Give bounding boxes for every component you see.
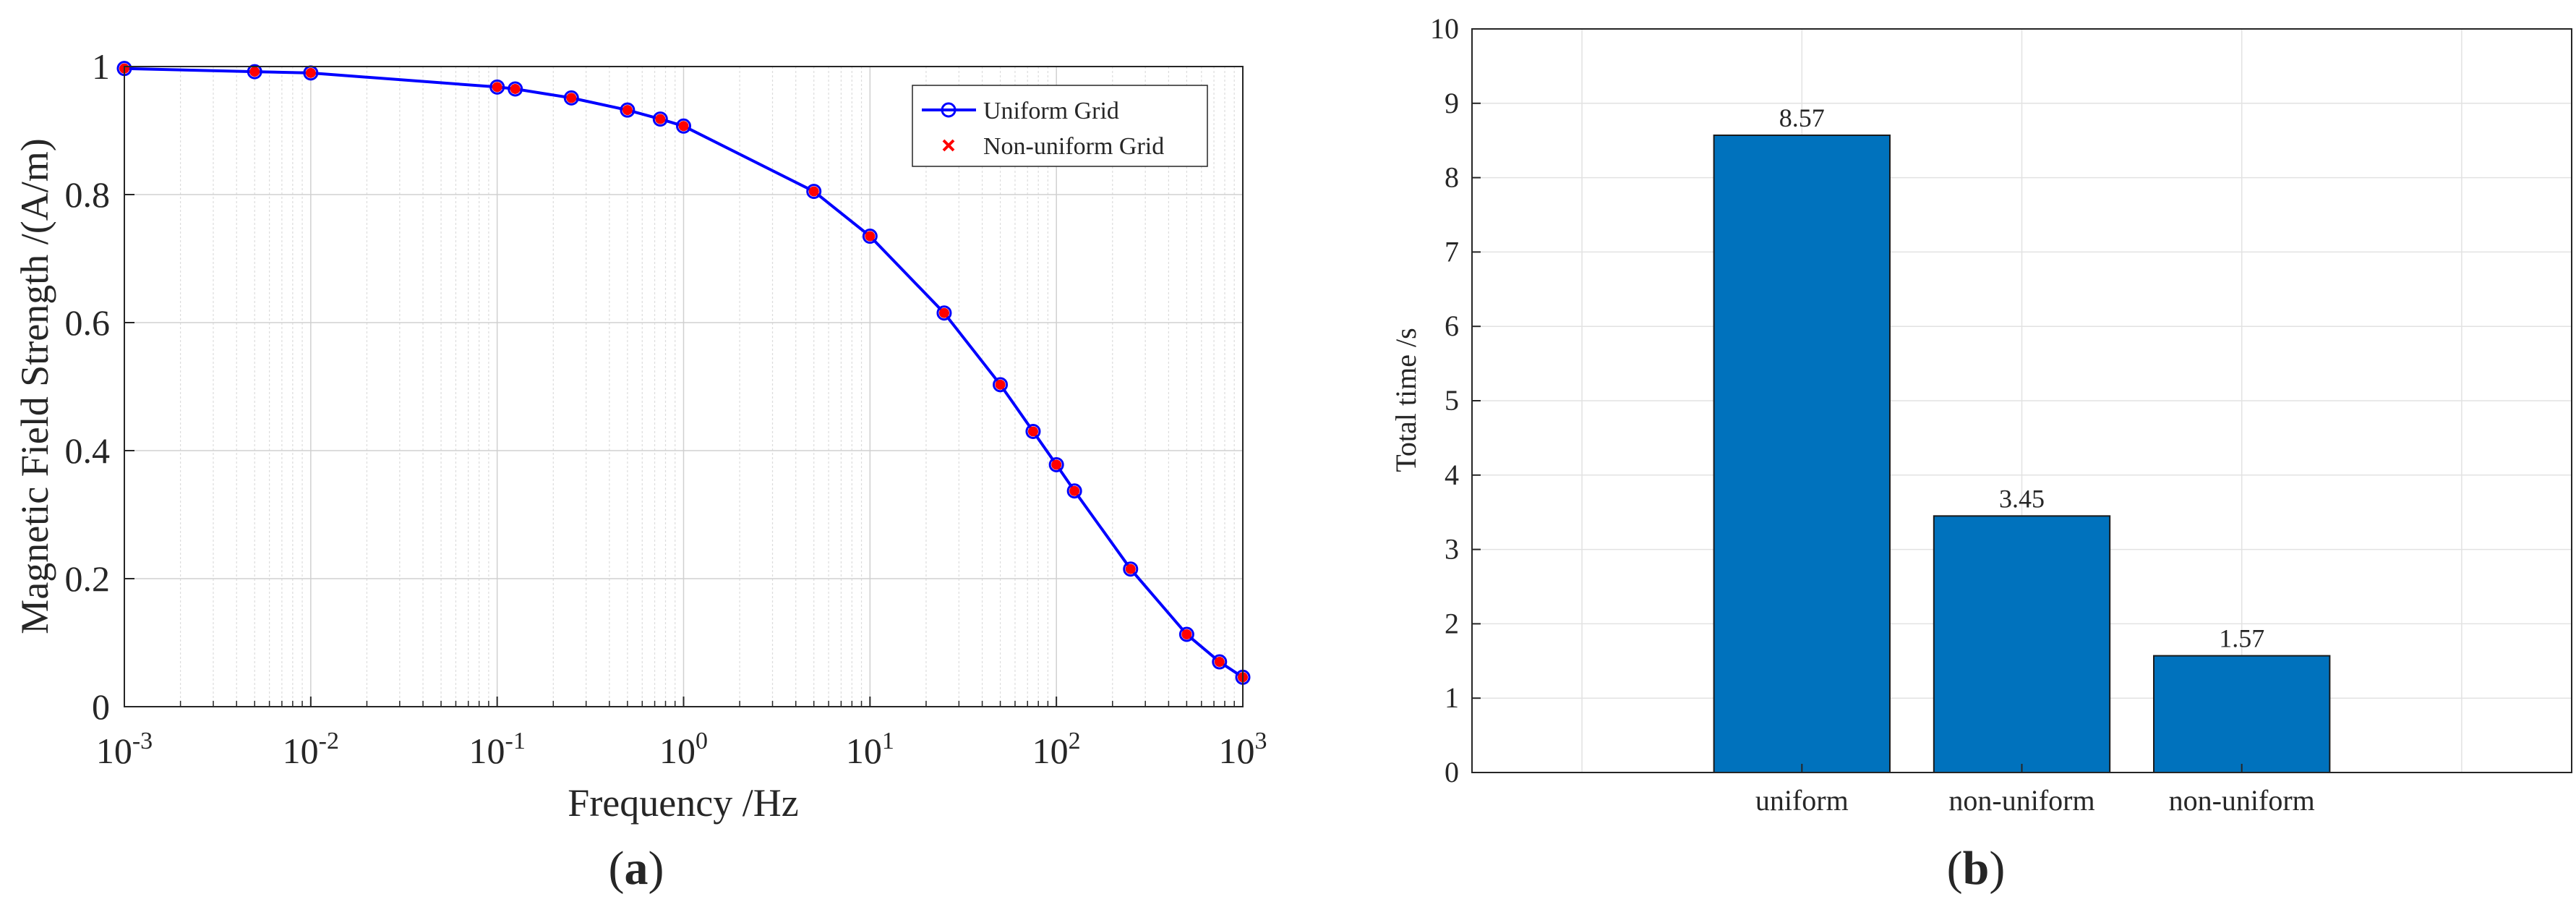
non-uniform-grid-point [1069, 485, 1080, 496]
x-tick-label: 10-3 [96, 728, 153, 771]
non-uniform-grid-point [492, 82, 502, 93]
non-uniform-grid-point [566, 93, 577, 103]
non-uniform-grid-point [655, 114, 666, 124]
non-uniform-grid-point [678, 121, 689, 132]
y-tick-label: 6 [1445, 310, 1459, 342]
x-tick-label: non-uniform [2169, 784, 2315, 817]
panel-a-label: (a) [609, 842, 664, 895]
legend-uniform-marker [941, 102, 957, 118]
non-uniform-grid-point [1051, 459, 1062, 470]
non-uniform-grid-point [865, 231, 876, 242]
panel-b-x-tick-labels: uniform non-uniform non-uniform [1755, 784, 2315, 817]
y-tick-label: 0.6 [65, 302, 111, 343]
non-uniform-grid-point [1027, 426, 1038, 437]
uniform-grid-point [862, 229, 878, 244]
bar [1713, 135, 1891, 773]
non-uniform-grid-point [808, 186, 819, 197]
x-tick-label: 100 [659, 728, 708, 771]
uniform-grid-point [508, 81, 523, 97]
non-uniform-grid-point [510, 83, 521, 94]
uniform-grid-point [1025, 423, 1041, 439]
panel-a-y-axis-title: Magnetic Field Strength /(A/m) [13, 138, 56, 634]
panel-a-legend: Uniform Grid Non-uniform Grid [912, 85, 1208, 167]
y-tick-label: 2 [1445, 607, 1459, 639]
uniform-grid-point [806, 184, 822, 200]
y-tick-label: 7 [1445, 235, 1459, 268]
x-tick-label: non-uniform [1948, 784, 2094, 817]
bar-value-label: 8.57 [1779, 103, 1825, 132]
legend-nonuniform-marker [942, 139, 955, 152]
x-tick-label: 102 [1032, 728, 1081, 771]
panel-a-series [116, 61, 1251, 685]
y-tick-label: 4 [1445, 459, 1459, 491]
non-uniform-grid-point [305, 67, 316, 78]
y-tick-label: 9 [1445, 87, 1459, 119]
y-tick-label: 0.2 [65, 558, 111, 599]
panel-a-line-chart: 10-3 10-2 10-1 100 101 102 103 00.20.40.60.81 … [13, 46, 1267, 895]
y-tick-label: 1 [1445, 681, 1459, 714]
uniform-grid-point [652, 111, 668, 127]
uniform-grid-point [1212, 654, 1228, 670]
panel-b-bars [1713, 135, 2331, 774]
non-uniform-grid-point [995, 379, 1006, 390]
non-uniform-grid-point [1214, 657, 1225, 668]
legend-nonuniform-label: Non-uniform Grid [983, 133, 1164, 160]
uniform-grid-point [563, 90, 579, 106]
uniform-grid-point [676, 118, 691, 134]
panel-a-x-tick-labels: 10-3 10-2 10-1 100 101 102 103 [96, 728, 1267, 771]
y-tick-label: 1 [92, 46, 110, 87]
uniform-grid-point [1066, 483, 1082, 499]
panel-b-data-labels: 8.57 3.45 1.57 [1779, 103, 2264, 653]
bar-value-label: 1.57 [2219, 624, 2264, 653]
uniform-grid-point [993, 377, 1009, 393]
legend-uniform-label: Uniform Grid [983, 98, 1119, 124]
panel-b-y-axis-title: Total time /s [1390, 328, 1422, 472]
non-uniform-grid-point [622, 105, 633, 116]
x-tick-label: 101 [846, 728, 894, 771]
panel-a-legend-box [912, 85, 1208, 167]
y-tick-label: 8 [1445, 161, 1459, 194]
non-uniform-grid-point [249, 67, 260, 77]
panel-a-axes-box [124, 66, 1244, 707]
panel-b-axes-box [1471, 28, 2572, 773]
y-tick-label: 0.8 [65, 174, 111, 215]
y-tick-label: 0.4 [65, 430, 111, 471]
bar-value-label: 3.45 [1999, 484, 2045, 513]
panel-b-bar-chart: 0 1 2 3 4 5 6 7 8 9 10 uniform non-uniform non-unifo… [1390, 12, 2572, 895]
x-tick-label: 10-2 [283, 728, 339, 771]
panel-a-y-tick-labels: 0 0.2 0.4 0.6 0.8 1 [65, 46, 111, 727]
uniform-grid-point [620, 102, 636, 118]
uniform-grid-point [1178, 626, 1194, 642]
panel-b-label: (b) [1947, 842, 2006, 895]
non-uniform-grid-point [1125, 563, 1136, 574]
y-tick-label: 10 [1430, 12, 1459, 45]
uniform-grid-point [489, 79, 505, 95]
panel-a-x-axis-title: Frequency /Hz [568, 781, 798, 825]
x-tick-label: 10-1 [469, 728, 526, 771]
y-tick-label: 0 [92, 686, 110, 727]
uniform-grid-point [247, 64, 262, 80]
uniform-grid-point [936, 305, 952, 321]
non-uniform-grid-point [938, 307, 949, 318]
x-tick-label: uniform [1755, 784, 1849, 817]
y-tick-label: 5 [1445, 384, 1459, 417]
uniform-grid-point [1048, 456, 1064, 472]
panel-b-y-tick-labels: 0 1 2 3 4 5 6 7 8 9 10 [1430, 12, 1459, 788]
non-uniform-grid-point [1181, 629, 1192, 639]
bar [1933, 515, 2111, 774]
uniform-grid-point [1123, 561, 1139, 577]
x-tick-label: 103 [1219, 728, 1267, 771]
y-tick-label: 3 [1445, 533, 1459, 566]
bar [2153, 655, 2331, 773]
y-tick-label: 0 [1445, 756, 1459, 788]
